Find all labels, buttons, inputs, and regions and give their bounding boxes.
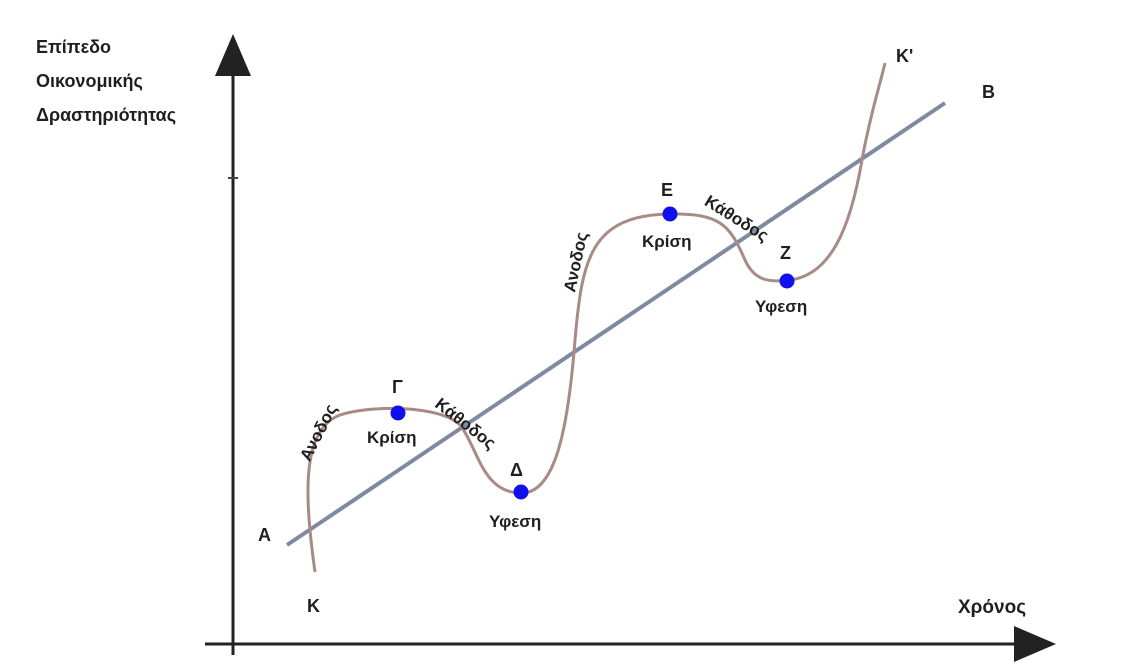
curve-start-label: Κ bbox=[307, 596, 320, 616]
trend-line bbox=[285, 101, 947, 547]
y-axis-label: Επίπεδο Οικονομικής Δραστηριότητας bbox=[36, 30, 176, 132]
cycle-curve bbox=[306, 62, 887, 573]
y-axis-label-line-2: Οικονομικής bbox=[36, 71, 143, 91]
point-delta-phase: Υφεση bbox=[489, 512, 542, 531]
point-gamma-letter: Γ bbox=[392, 377, 403, 397]
x-axis-label: Χρόνος bbox=[958, 597, 1027, 618]
point-delta-letter: Δ bbox=[510, 460, 523, 480]
trend-end-label: Β bbox=[982, 82, 995, 102]
trend-start-label: Α bbox=[258, 525, 271, 545]
y-axis-label-line-3: Δραστηριότητας bbox=[36, 105, 177, 125]
point-epsilon bbox=[662, 206, 678, 222]
curve-end-label: Κ' bbox=[896, 46, 914, 66]
point-delta bbox=[513, 484, 529, 500]
point-zeta-letter: Ζ bbox=[780, 243, 791, 263]
point-zeta-phase: Υφεση bbox=[755, 297, 808, 316]
point-epsilon-letter: Ε bbox=[661, 180, 674, 200]
point-zeta bbox=[779, 273, 795, 289]
y-axis-label-line-1: Επίπεδο bbox=[36, 37, 112, 57]
point-epsilon-phase: Κρίση bbox=[642, 232, 692, 251]
point-gamma bbox=[390, 405, 406, 421]
point-gamma-phase: Κρίση bbox=[367, 428, 417, 447]
